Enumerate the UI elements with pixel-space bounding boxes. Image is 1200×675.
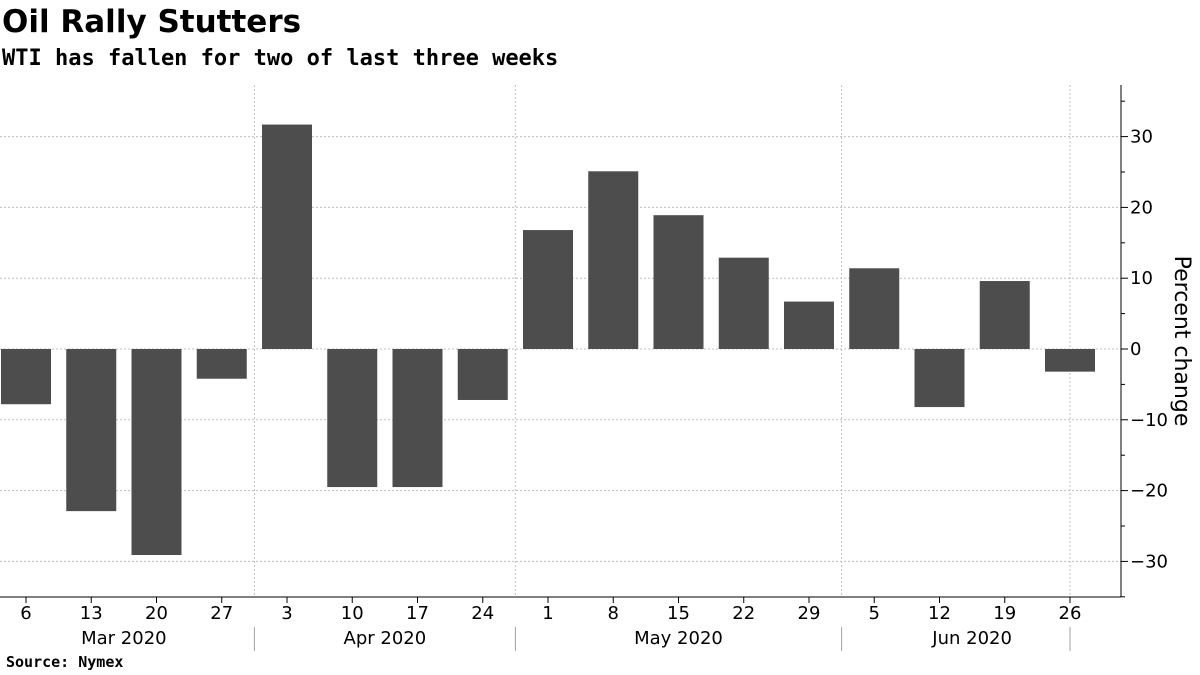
bar xyxy=(718,257,769,349)
bar xyxy=(457,349,508,400)
x-tick-label: 29 xyxy=(798,603,821,624)
x-tick-label: 27 xyxy=(210,603,233,624)
bars xyxy=(1,124,1095,556)
bar xyxy=(914,349,965,408)
x-tick-label: 5 xyxy=(869,603,880,624)
x-tick-label: 10 xyxy=(341,603,364,624)
chart-subtitle: WTI has fallen for two of last three wee… xyxy=(2,46,559,71)
chart-title: Oil Rally Stutters xyxy=(2,4,302,40)
x-tick-label: 20 xyxy=(145,603,168,624)
y-tick-label: −10 xyxy=(1130,410,1168,431)
x-tick-label: 12 xyxy=(928,603,951,624)
bar xyxy=(784,301,834,349)
month-label: Mar 2020 xyxy=(81,628,167,649)
source-note: Source: Nymex xyxy=(6,653,124,671)
bar xyxy=(979,281,1030,349)
y-tick-label: 10 xyxy=(1130,268,1153,289)
y-tick-label: 30 xyxy=(1130,127,1153,148)
x-tick-label: 19 xyxy=(993,603,1016,624)
bar xyxy=(262,124,312,350)
x-tick-label: 6 xyxy=(20,603,31,624)
bar xyxy=(131,349,182,556)
month-label: Apr 2020 xyxy=(344,628,427,649)
bar xyxy=(523,230,573,349)
month-label: Jun 2020 xyxy=(931,628,1012,649)
x-tick-label: 1 xyxy=(542,603,553,624)
month-label: May 2020 xyxy=(634,628,723,649)
bar xyxy=(196,349,247,379)
bar xyxy=(588,171,639,349)
bar xyxy=(327,349,378,488)
x-tick-label: 3 xyxy=(281,603,292,624)
axes: 6 13 20 27 3 10 17 24 1 8 15 22 29 5 12 19 26 Mar 2020 Apr… xyxy=(0,85,1194,651)
bar xyxy=(1045,349,1095,372)
y-axis-title: Percent change xyxy=(1169,256,1194,427)
bar xyxy=(849,268,900,349)
x-tick-label: 24 xyxy=(471,603,494,624)
bar xyxy=(392,349,443,488)
y-tick-label: −30 xyxy=(1130,551,1168,572)
bar xyxy=(1,349,51,405)
x-tick-label: 15 xyxy=(667,603,690,624)
bar xyxy=(66,349,117,512)
bar xyxy=(653,215,704,349)
y-tick-label: 0 xyxy=(1130,339,1141,360)
x-tick-label: 26 xyxy=(1059,603,1082,624)
y-tick-label: 20 xyxy=(1130,197,1153,218)
x-tick-label: 13 xyxy=(80,603,103,624)
y-tick-label: −20 xyxy=(1130,481,1168,502)
x-tick-label: 8 xyxy=(608,603,619,624)
x-tick-label: 17 xyxy=(406,603,429,624)
x-tick-label: 22 xyxy=(732,603,755,624)
